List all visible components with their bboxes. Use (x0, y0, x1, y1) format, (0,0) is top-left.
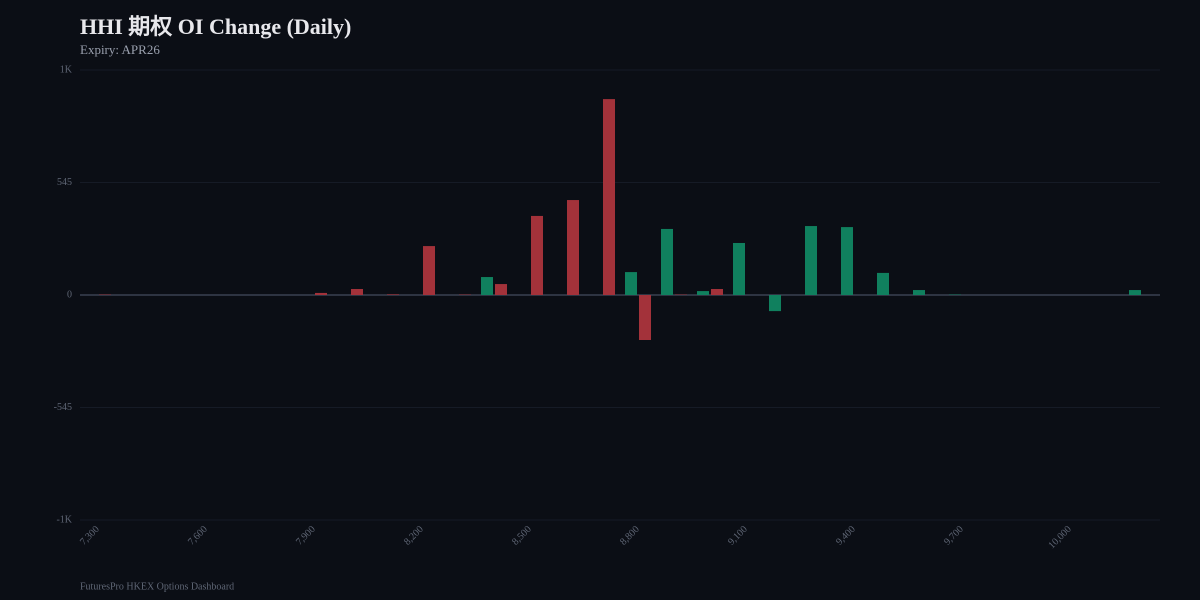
bar (423, 246, 435, 295)
bar (351, 289, 363, 295)
bar (603, 99, 615, 296)
y-tick-label: 1K (60, 64, 73, 75)
bar (711, 289, 723, 295)
y-tick-label: 545 (57, 177, 72, 188)
bar (315, 292, 327, 295)
bar (531, 215, 543, 295)
bar (495, 284, 507, 295)
footer: FuturesPro HKEX Options Dashboard (80, 581, 234, 592)
bar (697, 291, 709, 295)
chart-subtitle: Expiry: APR26 (80, 42, 160, 57)
y-tick-label: -1K (56, 514, 72, 525)
bar (769, 295, 781, 312)
bar (1129, 290, 1141, 295)
bar (733, 242, 745, 295)
bar (567, 200, 579, 295)
y-tick-label: -545 (54, 402, 72, 413)
bar (387, 294, 399, 295)
bar (639, 295, 651, 340)
bar (913, 290, 925, 295)
chart-title: HHI 期权 OI Change (Daily) (80, 14, 351, 39)
y-tick-label: 0 (67, 289, 72, 300)
bar (805, 226, 817, 295)
bar (841, 227, 853, 295)
bar (877, 272, 889, 295)
bar (481, 277, 493, 295)
bar (625, 272, 637, 295)
bar (661, 228, 673, 295)
